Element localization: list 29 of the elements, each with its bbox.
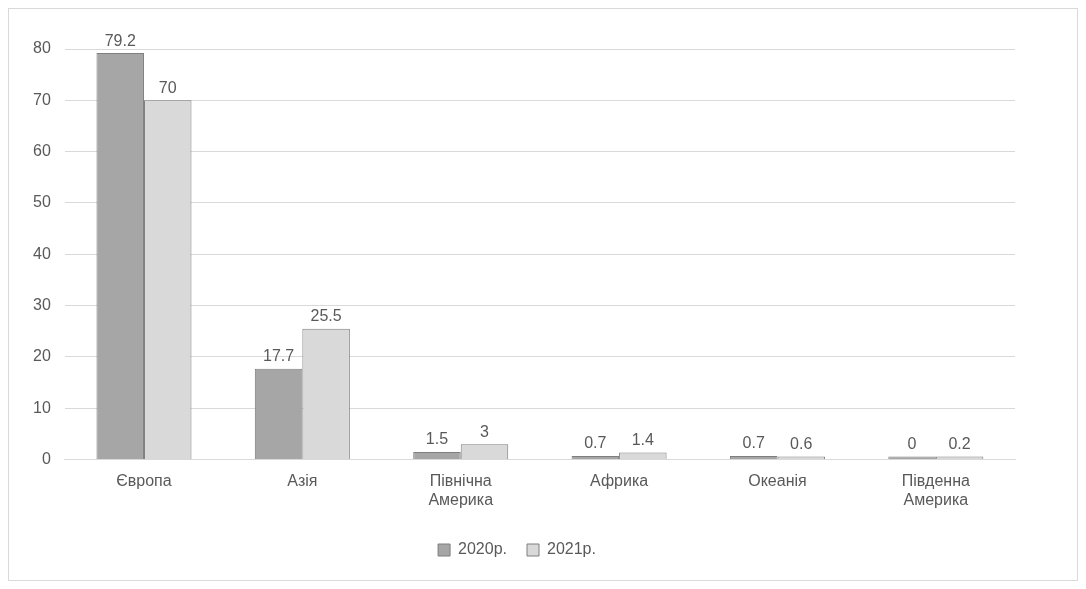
- y-tick-label: 10: [33, 398, 51, 416]
- y-tick-label: 30: [33, 296, 51, 314]
- y-tick-label: 20: [33, 347, 51, 365]
- y-tick-label: 60: [33, 142, 51, 160]
- data-label: 25.5: [310, 307, 342, 325]
- data-label: 0.7: [584, 434, 607, 452]
- data-label: 0: [907, 435, 917, 453]
- legend-label: 2021р.: [547, 540, 596, 558]
- y-tick-label: 50: [33, 193, 51, 211]
- y-tick-label: 40: [33, 244, 51, 262]
- y-tick-label: 80: [33, 39, 51, 57]
- x-tick-label: Океанія: [748, 471, 807, 489]
- data-label: 1.5: [425, 430, 449, 448]
- data-label: 1.4: [631, 430, 655, 448]
- data-label: 3: [480, 422, 490, 440]
- data-label: 0.6: [790, 434, 813, 452]
- data-label: 0.2: [948, 435, 971, 453]
- x-tick-label: Південна Америка: [901, 471, 970, 508]
- legend-label: 2020р.: [458, 540, 507, 558]
- x-tick-label: Європа: [116, 471, 172, 489]
- data-label: 79.2: [104, 31, 136, 49]
- data-label: 17.7: [263, 347, 295, 365]
- x-tick-label: Азія: [287, 471, 318, 489]
- y-tick-label: 70: [33, 90, 51, 108]
- x-tick-label: Африка: [590, 471, 649, 489]
- x-tick-label: Північна Америка: [428, 471, 494, 508]
- data-label: 0.7: [742, 434, 765, 452]
- data-label: 70: [158, 78, 177, 96]
- y-tick-label: 0: [41, 450, 51, 468]
